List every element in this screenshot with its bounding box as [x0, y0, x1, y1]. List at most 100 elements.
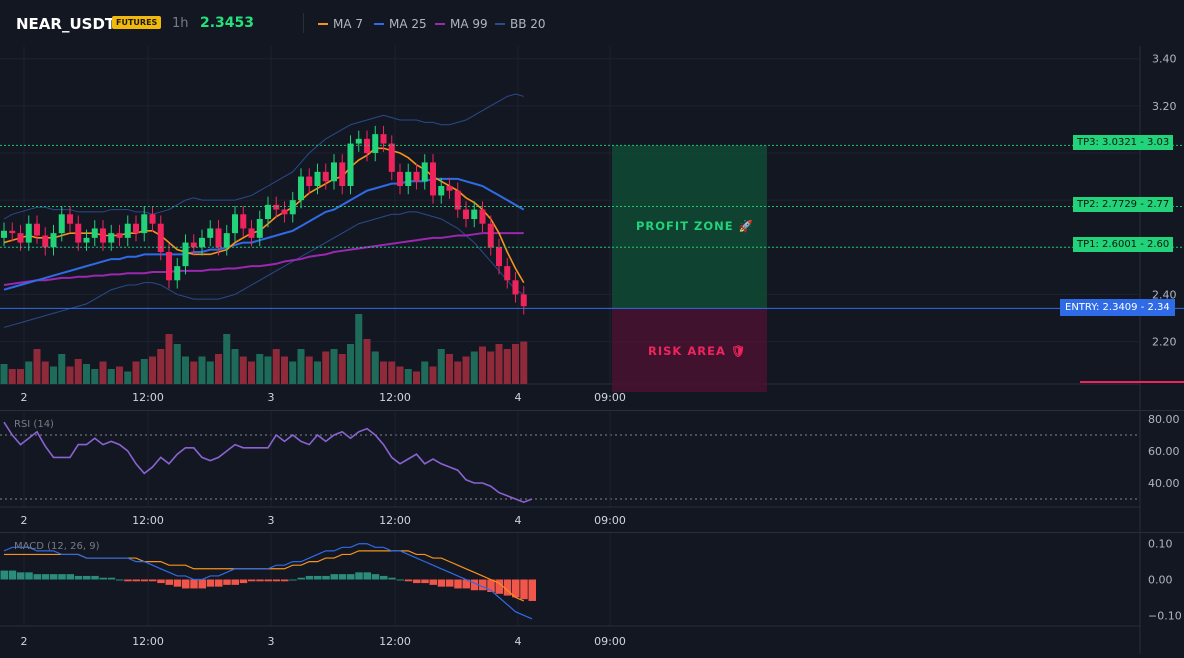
- volume-bar: [503, 349, 511, 384]
- macd-histogram-bar: [479, 579, 487, 591]
- candle-body: [207, 228, 214, 238]
- price-tick-label: 3.20: [1152, 100, 1177, 113]
- time-tick-label: 2: [21, 635, 28, 648]
- macd-histogram-bar: [58, 574, 66, 580]
- volume-bar: [198, 356, 206, 384]
- candle-body: [50, 233, 57, 248]
- macd-pane[interactable]: 0.10 0.00 −0.10 2 12:00 3 12:00 4 09:00 MACD (12…: [0, 532, 1184, 654]
- tp3-label[interactable]: TP3: 3.0321 - 3.03: [1073, 135, 1174, 150]
- volume-bar: [107, 369, 115, 384]
- macd-histogram-bar: [83, 575, 91, 580]
- volume-bar: [305, 356, 313, 384]
- macd-histogram-bar: [520, 579, 528, 600]
- candle-body: [108, 233, 115, 243]
- symbol-name[interactable]: NEAR_USDT: [16, 15, 116, 33]
- profit-zone-label: PROFIT ZONE 🚀: [636, 219, 754, 233]
- legend-ma7-label: MA 7: [333, 17, 364, 31]
- macd-histogram-bar: [182, 579, 190, 589]
- macd-histogram-bar: [198, 579, 206, 589]
- volume-bar: [256, 354, 264, 384]
- macd-histogram-bar: [388, 577, 396, 580]
- volume-bar: [272, 349, 280, 384]
- macd-histogram-bar: [173, 579, 182, 587]
- volume-bar: [388, 361, 396, 384]
- macd-histogram-bar: [264, 579, 272, 582]
- chart-header: NEAR_USDT FUTURES 1h 2.3453 MA 7 MA 25 M…: [0, 0, 1184, 46]
- volume-bar: [17, 369, 24, 384]
- candle-body: [421, 162, 428, 182]
- candle-body: [9, 230, 16, 234]
- volume-bar: [149, 356, 156, 384]
- volume-bar: [91, 369, 99, 384]
- candle-body: [223, 233, 230, 248]
- volume-bar: [338, 354, 346, 384]
- tp1-label[interactable]: TP1: 2.6001 - 2.60: [1073, 237, 1174, 252]
- candle-body: [331, 162, 337, 182]
- volume-bar: [314, 361, 321, 384]
- candle-body: [372, 134, 379, 153]
- price-chart[interactable]: 3.40 3.20 2.40 2.20 2 12:00 3 12:00 4 09:00: [0, 46, 1184, 410]
- macd-histogram-bar: [314, 575, 322, 580]
- macd-histogram-bar: [149, 579, 157, 582]
- entry-label[interactable]: ENTRY: 2.3409 - 2.34: [1060, 299, 1175, 316]
- macd-line: [3, 543, 533, 620]
- macd-histogram-bar: [322, 575, 330, 580]
- time-tick-label: 12:00: [379, 514, 411, 527]
- legend-ma99[interactable]: MA 99: [435, 17, 488, 31]
- macd-histogram-bar: [462, 579, 470, 589]
- candle-body: [289, 200, 296, 215]
- volume-bar: [495, 344, 503, 384]
- legend-ma7[interactable]: MA 7: [318, 17, 363, 31]
- macd-chart[interactable]: 0.10 0.00 −0.10 2 12:00 3 12:00 4 09:00: [0, 533, 1184, 654]
- macd-histogram-bar: [470, 579, 479, 591]
- volume-bar: [281, 356, 288, 384]
- entry-text: ENTRY: 2.3409: [1065, 302, 1138, 313]
- volume-bar: [41, 361, 49, 384]
- macd-histogram-bar: [99, 577, 107, 580]
- ma7-line: [3, 147, 525, 284]
- timeframe-selector[interactable]: 1h: [172, 16, 189, 31]
- macd-histogram-bar: [437, 579, 446, 587]
- price-pane[interactable]: 3.40 3.20 2.40 2.20 2 12:00 3 12:00 4 09:00 PROF…: [0, 46, 1184, 410]
- time-tick-label: 12:00: [379, 391, 411, 404]
- rsi-tick-label: 40.00: [1148, 477, 1180, 490]
- header-divider: [303, 13, 304, 33]
- macd-histogram-bar: [305, 575, 314, 580]
- candle-body: [100, 228, 106, 243]
- volume-bar: [462, 356, 470, 384]
- macd-histogram-bar: [107, 577, 116, 580]
- candle-body: [83, 237, 90, 243]
- rsi-pane[interactable]: 80.00 60.00 40.00 2 12:00 3 12:00 4 09:00 RSI (1…: [0, 410, 1184, 533]
- candle-body: [75, 223, 82, 243]
- macd-histogram-bar: [132, 579, 140, 582]
- legend-bb20[interactable]: BB 20: [495, 17, 546, 31]
- candle-body: [413, 171, 420, 182]
- volume-bar: [454, 361, 462, 384]
- macd-histogram-bar: [165, 579, 173, 585]
- candle-body: [380, 134, 387, 144]
- macd-histogram-bar: [231, 579, 239, 585]
- macd-histogram-bar: [503, 579, 512, 596]
- macd-histogram-bar: [404, 579, 413, 582]
- candle-body: [166, 252, 172, 281]
- candle-body: [487, 223, 494, 248]
- volume-bar: [371, 351, 379, 384]
- ma25-line: [3, 177, 525, 291]
- macd-histogram-bar: [248, 579, 256, 582]
- volume-bar: [479, 346, 486, 384]
- volume-bar: [413, 371, 420, 384]
- candle-body: [281, 209, 288, 215]
- tp2-label[interactable]: TP2: 2.7729 - 2.77: [1073, 197, 1174, 212]
- legend-ma25-label: MA 25: [389, 17, 427, 31]
- risk-area: [612, 308, 767, 392]
- macd-histogram-bar: [487, 579, 495, 593]
- macd-histogram-bar: [124, 579, 132, 582]
- candle-body: [463, 209, 469, 219]
- volume-bar: [248, 361, 255, 384]
- macd-tick-label: −0.10: [1148, 609, 1182, 622]
- legend-ma25[interactable]: MA 25: [374, 17, 427, 31]
- volume-bar: [124, 371, 132, 384]
- rsi-chart[interactable]: 80.00 60.00 40.00 2 12:00 3 12:00 4 09:00: [0, 411, 1184, 533]
- rsi-title: RSI (14): [14, 419, 54, 430]
- macd-histogram-bar: [446, 579, 454, 587]
